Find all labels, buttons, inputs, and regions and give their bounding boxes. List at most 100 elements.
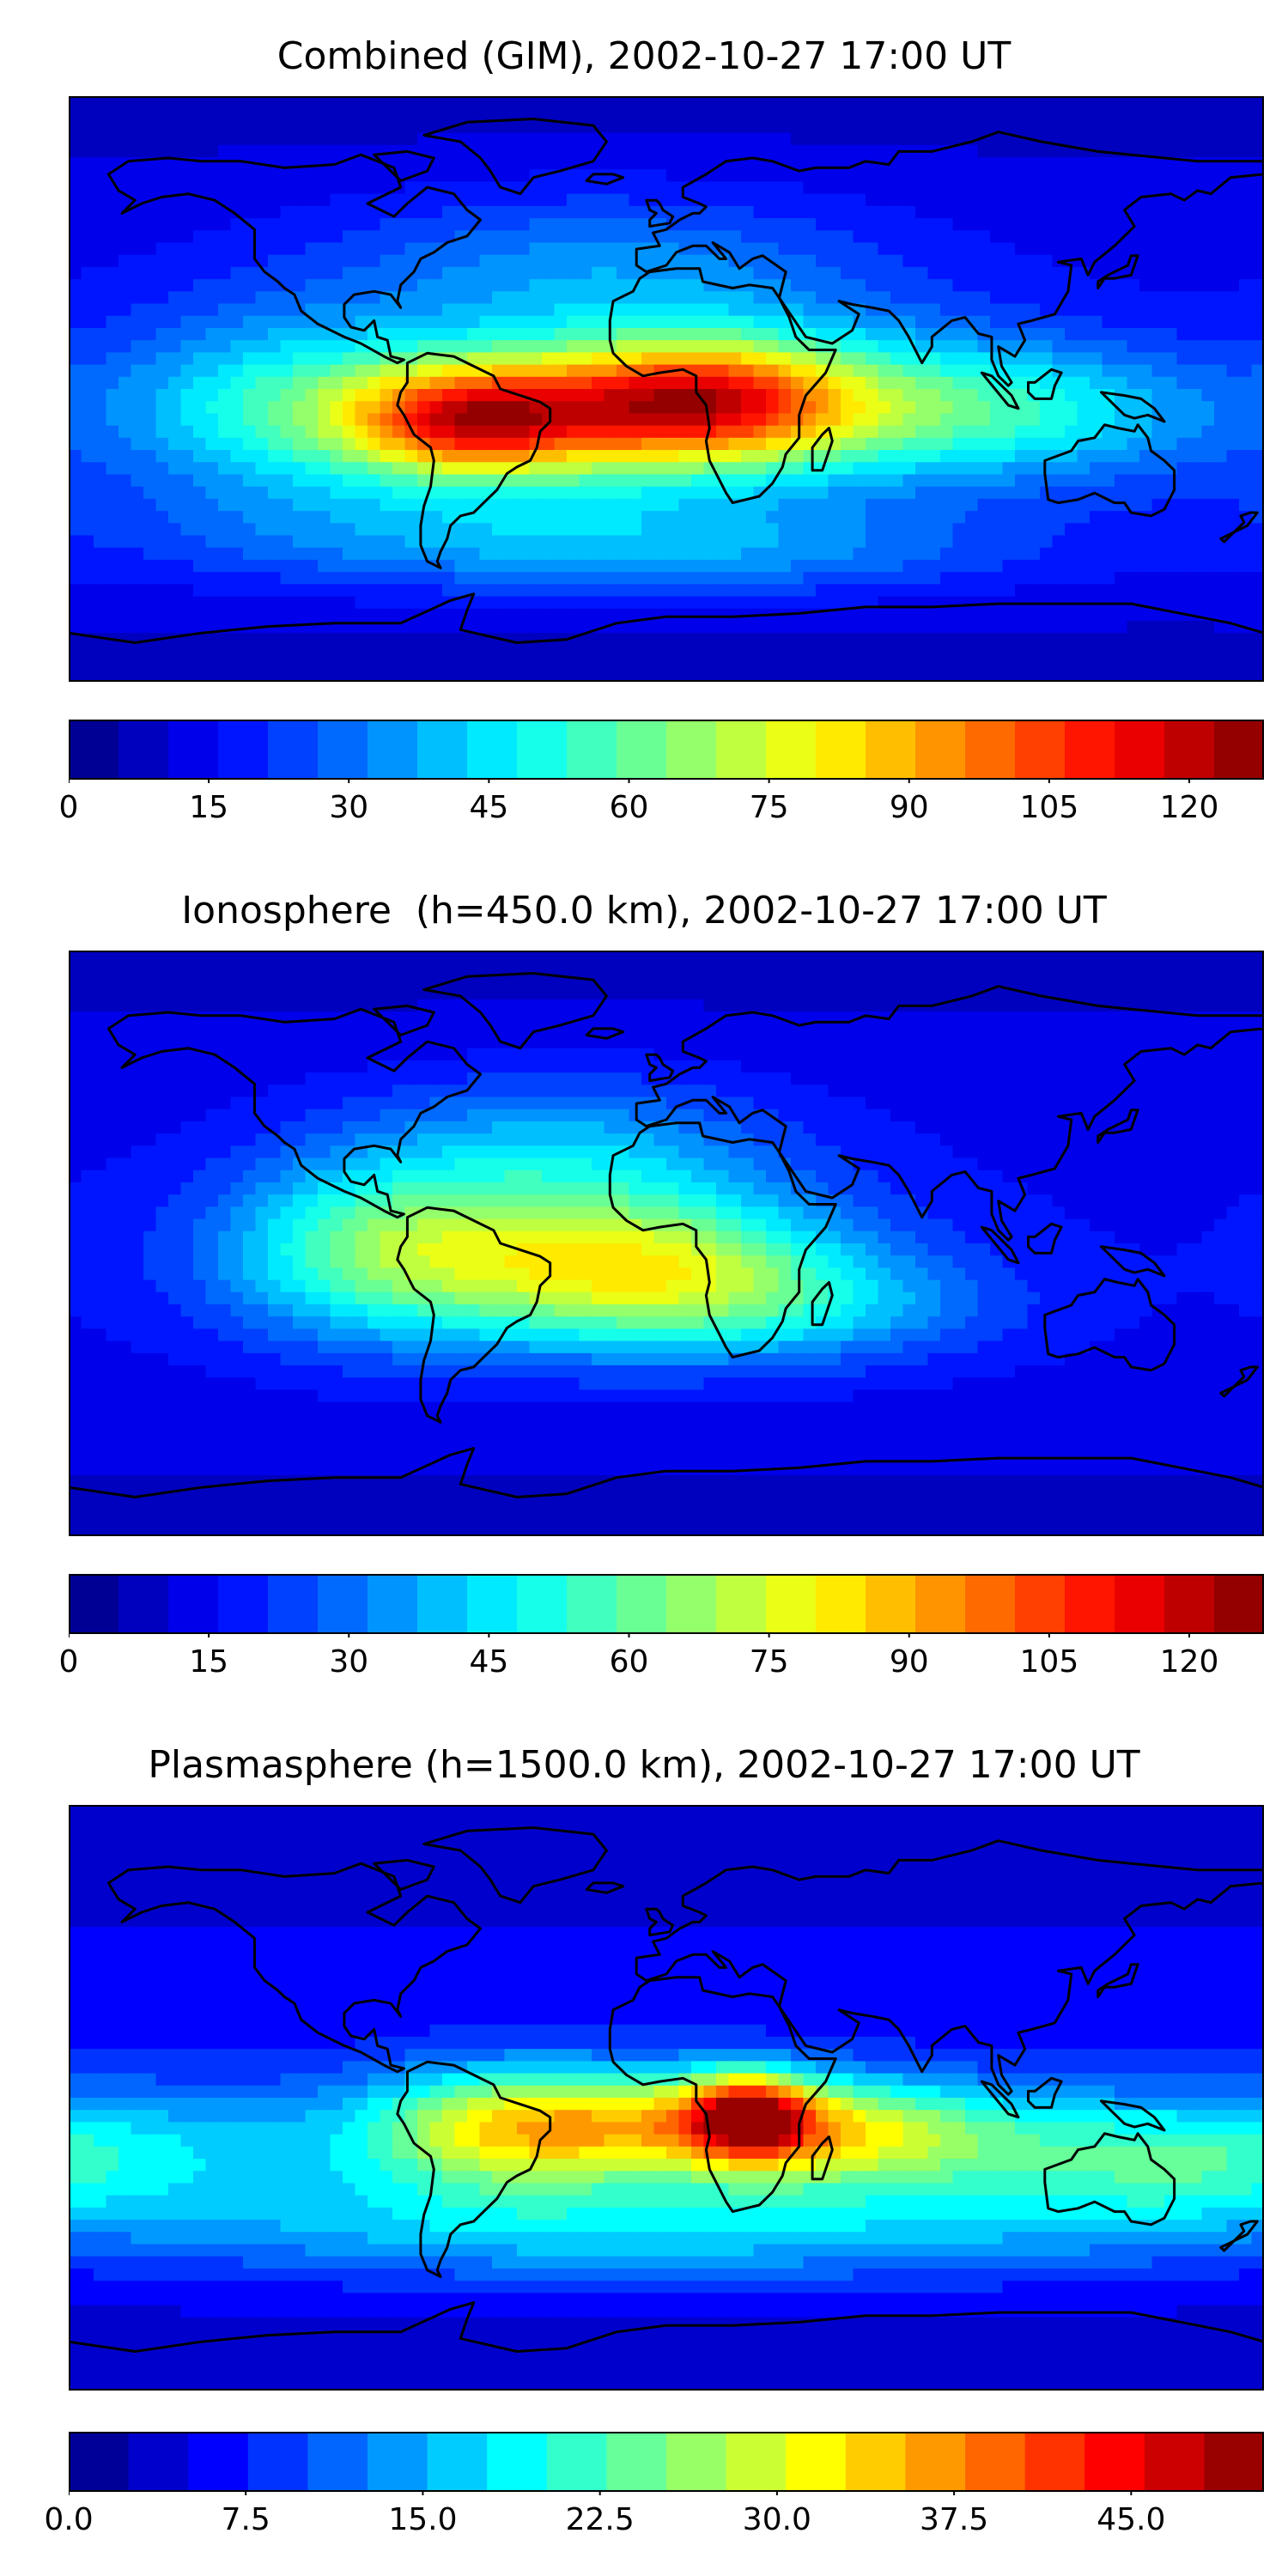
panel-2-title: Ionosphere (h=450.0 km), 2002-10-27 17:0… xyxy=(181,889,1107,933)
colorbar-segment xyxy=(965,720,1016,779)
japan-coastline xyxy=(1097,1963,1139,1998)
colorbar-segment xyxy=(1164,1575,1215,1633)
colorbar-tick-label: 45 xyxy=(469,1644,509,1680)
colorbar-tick-label: 90 xyxy=(889,1644,929,1680)
colorbar-segment xyxy=(517,1575,568,1633)
newzealand-coastline xyxy=(1219,2220,1259,2252)
colorbar-segment xyxy=(1164,720,1215,779)
colorbar-segment xyxy=(218,1575,269,1633)
colorbar-segment xyxy=(69,2433,130,2491)
field-layer xyxy=(69,951,1264,1536)
colorbar-segment xyxy=(168,1575,219,1633)
colorbar-tick-label: 45.0 xyxy=(1097,2502,1166,2537)
colorbar-segment xyxy=(69,1575,119,1633)
colorbar-segment xyxy=(816,1575,866,1633)
antarctica-coastline xyxy=(69,1447,1264,1536)
iceland-coastline xyxy=(585,1881,625,1894)
colorbar-frame xyxy=(69,2432,1264,2492)
newguinea-coastline xyxy=(1100,391,1166,423)
colorbar-segment xyxy=(368,2433,428,2491)
colorbar-segment xyxy=(606,2433,667,2491)
madagascar-coastline xyxy=(811,2136,834,2181)
map-frame xyxy=(69,1805,1264,2391)
newzealand-coastline xyxy=(1219,1365,1259,1398)
colorbar-tick-label: 120 xyxy=(1159,790,1219,825)
africa-coastline xyxy=(608,1121,837,1359)
colorbar-segment xyxy=(866,1575,916,1633)
colorbar-segment xyxy=(218,720,269,779)
colorbar-segment xyxy=(268,1575,319,1633)
south-america-coastline xyxy=(396,1206,552,1424)
colorbar-segment xyxy=(517,720,568,779)
colorbar-tick-label: 0.0 xyxy=(44,2502,94,2537)
colorbar-segment xyxy=(567,720,617,779)
japan-coastline xyxy=(1097,1109,1139,1144)
colorbar-tick-label: 90 xyxy=(889,790,929,825)
antarctica-coastline xyxy=(69,592,1264,682)
colorbar-tick-label: 30 xyxy=(329,1644,369,1680)
colorbar-segment xyxy=(1065,1575,1115,1633)
colorbar-segment xyxy=(666,1575,717,1633)
borneo-coastline xyxy=(1027,2076,1063,2109)
africa-coastline xyxy=(608,267,837,505)
colorbar-segment xyxy=(417,720,468,779)
greenland-coastline xyxy=(422,118,608,196)
australia-coastline xyxy=(1043,2132,1176,2227)
colorbar-segment xyxy=(666,720,717,779)
colorbar-segment xyxy=(188,2433,249,2491)
map-frame xyxy=(69,96,1264,682)
panel-1-colorbar xyxy=(69,720,1264,783)
baffin-coastline xyxy=(373,1004,435,1036)
madagascar-coastline xyxy=(811,427,834,472)
newguinea-coastline xyxy=(1100,1245,1166,1278)
iceland-coastline xyxy=(585,1027,625,1040)
colorbar-segment xyxy=(766,1575,817,1633)
panel-3-colorbar xyxy=(69,2432,1264,2495)
greatbritain-coastline xyxy=(645,198,675,228)
africa-coastline xyxy=(608,1976,837,2214)
colorbar-segment xyxy=(1115,1575,1165,1633)
colorbar-segment xyxy=(118,1575,169,1633)
colorbar-tick-label: 37.5 xyxy=(920,2502,989,2537)
greatbritain-coastline xyxy=(645,1053,675,1083)
japan-coastline xyxy=(1097,254,1139,289)
colorbar-segment xyxy=(128,2433,189,2491)
newguinea-coastline xyxy=(1100,2099,1166,2132)
colorbar-segment xyxy=(467,720,518,779)
panel-3-title: Plasmasphere (h=1500.0 km), 2002-10-27 1… xyxy=(148,1743,1140,1787)
colorbar-segment xyxy=(307,2433,368,2491)
colorbar-segment xyxy=(1015,720,1066,779)
colorbar-tick-label: 15.0 xyxy=(388,2502,458,2537)
colorbar-segment xyxy=(318,720,368,779)
sumatra-coastline xyxy=(980,371,1020,410)
north-america-coastline xyxy=(106,153,482,365)
australia-coastline xyxy=(1043,423,1176,518)
panel-1-map xyxy=(69,96,1264,682)
colorbar-segment xyxy=(1065,720,1115,779)
colorbar-segment xyxy=(268,720,319,779)
baffin-coastline xyxy=(373,149,435,182)
colorbar-tick-label: 105 xyxy=(1019,1644,1079,1680)
colorbar-segment xyxy=(168,720,219,779)
colorbar-segment xyxy=(318,1575,368,1633)
colorbar-segment xyxy=(816,720,866,779)
colorbar-segment xyxy=(1015,1575,1066,1633)
borneo-coastline xyxy=(1027,368,1063,400)
colorbar-segment xyxy=(1115,720,1165,779)
colorbar-segment xyxy=(1144,2433,1205,2491)
colorbar-segment xyxy=(368,1575,418,1633)
map-frame xyxy=(69,951,1264,1536)
colorbar-segment xyxy=(417,1575,468,1633)
sumatra-coastline xyxy=(980,2080,1020,2119)
north-america-coastline xyxy=(106,1007,482,1219)
colorbar-tick-label: 75 xyxy=(749,1644,789,1680)
colorbar-segment xyxy=(666,2433,727,2491)
panel-2-colorbar xyxy=(69,1574,1264,1637)
eurasia-coastline xyxy=(635,1839,1264,2096)
greatbritain-coastline xyxy=(645,1907,675,1937)
colorbar-segment xyxy=(368,720,418,779)
colorbar-segment xyxy=(786,2433,847,2491)
borneo-coastline xyxy=(1027,1222,1063,1255)
colorbar-segment xyxy=(915,1575,966,1633)
